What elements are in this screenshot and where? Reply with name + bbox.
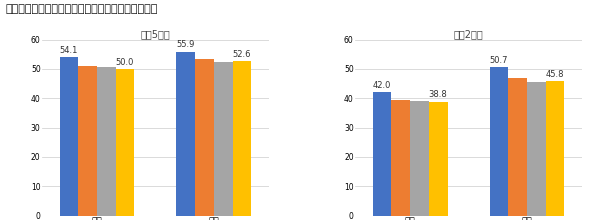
Bar (214, 62, 233, 216)
Bar (410, 101, 429, 216)
Bar (59, 57, 78, 216)
Bar (527, 82, 546, 216)
Text: 50.0: 50.0 (116, 58, 134, 67)
Bar (391, 100, 410, 216)
Text: 朝食摂取状況と新体力テストの体力合計点との関係: 朝食摂取状況と新体力テストの体力合計点との関係 (6, 4, 158, 14)
Bar (508, 78, 527, 216)
Text: 50.7: 50.7 (490, 55, 508, 64)
Bar (176, 52, 195, 216)
Bar (195, 59, 214, 216)
Bar (546, 81, 565, 216)
Bar (490, 67, 508, 216)
Title: 中学2年生: 中学2年生 (454, 29, 484, 39)
Text: 38.8: 38.8 (429, 90, 448, 99)
Title: 小学5年生: 小学5年生 (140, 29, 170, 39)
Bar (97, 68, 116, 216)
Text: 52.6: 52.6 (233, 50, 251, 59)
Bar (78, 66, 97, 216)
Bar (429, 102, 448, 216)
Text: 55.9: 55.9 (176, 40, 195, 49)
Bar (373, 92, 391, 216)
Bar (233, 61, 251, 216)
Bar (116, 69, 134, 216)
Text: 45.8: 45.8 (546, 70, 565, 79)
Text: 54.1: 54.1 (60, 46, 78, 55)
Text: 42.0: 42.0 (373, 81, 391, 90)
